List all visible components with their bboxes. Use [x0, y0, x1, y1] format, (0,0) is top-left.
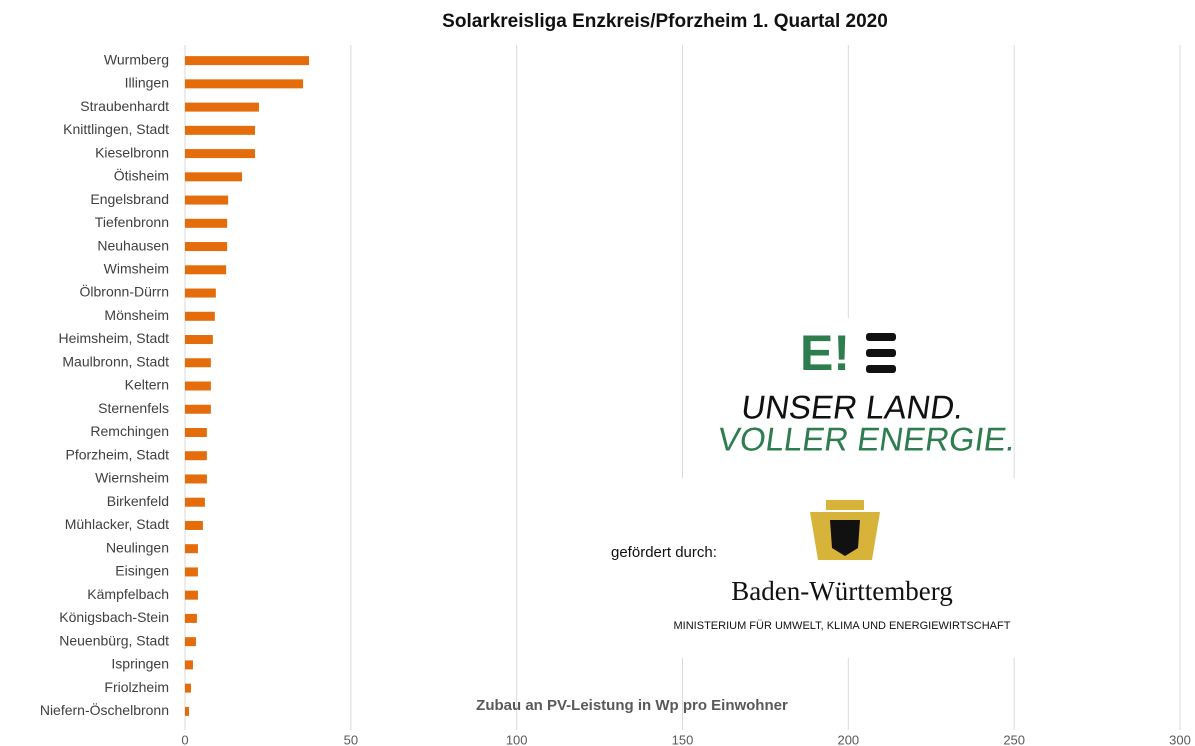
bar [185, 358, 211, 368]
y-tick-label: Keltern [125, 377, 169, 393]
y-tick-label: Ölbronn-Dürrn [80, 283, 169, 300]
y-tick-label: Remchingen [90, 423, 169, 439]
bar [185, 195, 229, 205]
y-tick-label: Wimsheim [104, 260, 169, 276]
y-tick-label: Neuenbürg, Stadt [59, 632, 169, 648]
y-tick-label: Engelsbrand [90, 191, 169, 207]
bar [185, 311, 215, 321]
bar [185, 427, 207, 437]
funding-note: gefördert durch: [611, 544, 717, 561]
y-tick-label: Wiernsheim [95, 470, 169, 486]
bar [185, 660, 193, 670]
y-tick-label: Heimsheim, Stadt [59, 330, 170, 346]
x-tick-label: 250 [1003, 732, 1025, 746]
chart-title: Solarkreisliga Enzkreis/Pforzheim 1. Qua… [442, 11, 888, 32]
bar [185, 590, 198, 600]
y-tick-label: Knittlingen, Stadt [63, 121, 169, 137]
bar [185, 149, 255, 159]
y-tick-label: Straubenhardt [80, 98, 169, 114]
bar [185, 381, 211, 391]
bar [185, 544, 198, 554]
bar [185, 474, 207, 484]
y-tick-label: Wurmberg [104, 51, 169, 67]
bar [185, 288, 216, 298]
logo-slogan: VOLLER ENERGIE. [716, 422, 1018, 459]
y-tick-label: Pforzheim, Stadt [66, 446, 170, 462]
bar [185, 125, 255, 135]
y-tick-label: Eisingen [115, 563, 169, 579]
y-tick-label: Königsbach-Stein [59, 609, 169, 625]
x-tick-label: 200 [837, 732, 859, 746]
bar [185, 451, 207, 461]
y-tick-label: Ötisheim [114, 167, 169, 184]
bar [185, 79, 304, 89]
y-tick-label: Kämpfelbach [87, 586, 169, 602]
lions-icon [866, 333, 896, 373]
bar [185, 637, 196, 647]
y-tick-label: Illingen [125, 75, 169, 91]
y-tick-label: Neuhausen [97, 237, 169, 253]
logo-slogan: UNSER LAND. [739, 390, 966, 427]
crest-icon [810, 500, 880, 560]
y-tick-label: Friolzheim [104, 679, 169, 695]
logos: E! UNSER LAND. VOLLER ENERGIE. gefördert… [600, 318, 1060, 658]
bar [185, 56, 310, 66]
logo-backdrop [690, 318, 1010, 478]
ministry-name: MINISTERIUM FÜR UMWELT, KLIMA UND ENERGI… [674, 620, 1011, 632]
bars [185, 56, 310, 716]
x-tick-label: 150 [672, 732, 694, 746]
y-tick-label: Ispringen [111, 656, 169, 672]
bar [185, 218, 228, 228]
y-tick-label: Tiefenbronn [95, 214, 169, 230]
x-axis-title: Zubau an PV-Leistung in Wp pro Einwohner [476, 697, 788, 714]
y-tick-label: Maulbronn, Stadt [62, 353, 169, 369]
bar [185, 335, 213, 345]
y-tick-label: Niefern-Öschelbronn [40, 701, 169, 718]
bar [185, 172, 243, 182]
x-tick-label: 50 [344, 732, 358, 746]
y-tick-label: Neulingen [106, 539, 169, 555]
bar [185, 706, 189, 716]
y-tick-label: Birkenfeld [107, 493, 169, 509]
logo-mark: E! [800, 325, 850, 381]
bar [185, 567, 198, 577]
y-tick-label: Kieselbronn [95, 144, 169, 160]
bar [185, 520, 203, 530]
y-tick-label: Mühlacker, Stadt [65, 516, 169, 532]
x-tick-label: 300 [1169, 732, 1191, 746]
bar [185, 497, 205, 507]
bar [185, 613, 197, 623]
bar [185, 404, 211, 414]
x-tick-label: 0 [181, 732, 188, 746]
bar [185, 683, 191, 693]
bar [185, 242, 228, 252]
bar [185, 265, 227, 275]
y-tick-label: Sternenfels [98, 400, 169, 416]
y-tick-label: Mönsheim [104, 307, 169, 323]
state-name: Baden-Württemberg [731, 576, 952, 606]
x-tick-label: 100 [506, 732, 528, 746]
bar [185, 102, 259, 112]
